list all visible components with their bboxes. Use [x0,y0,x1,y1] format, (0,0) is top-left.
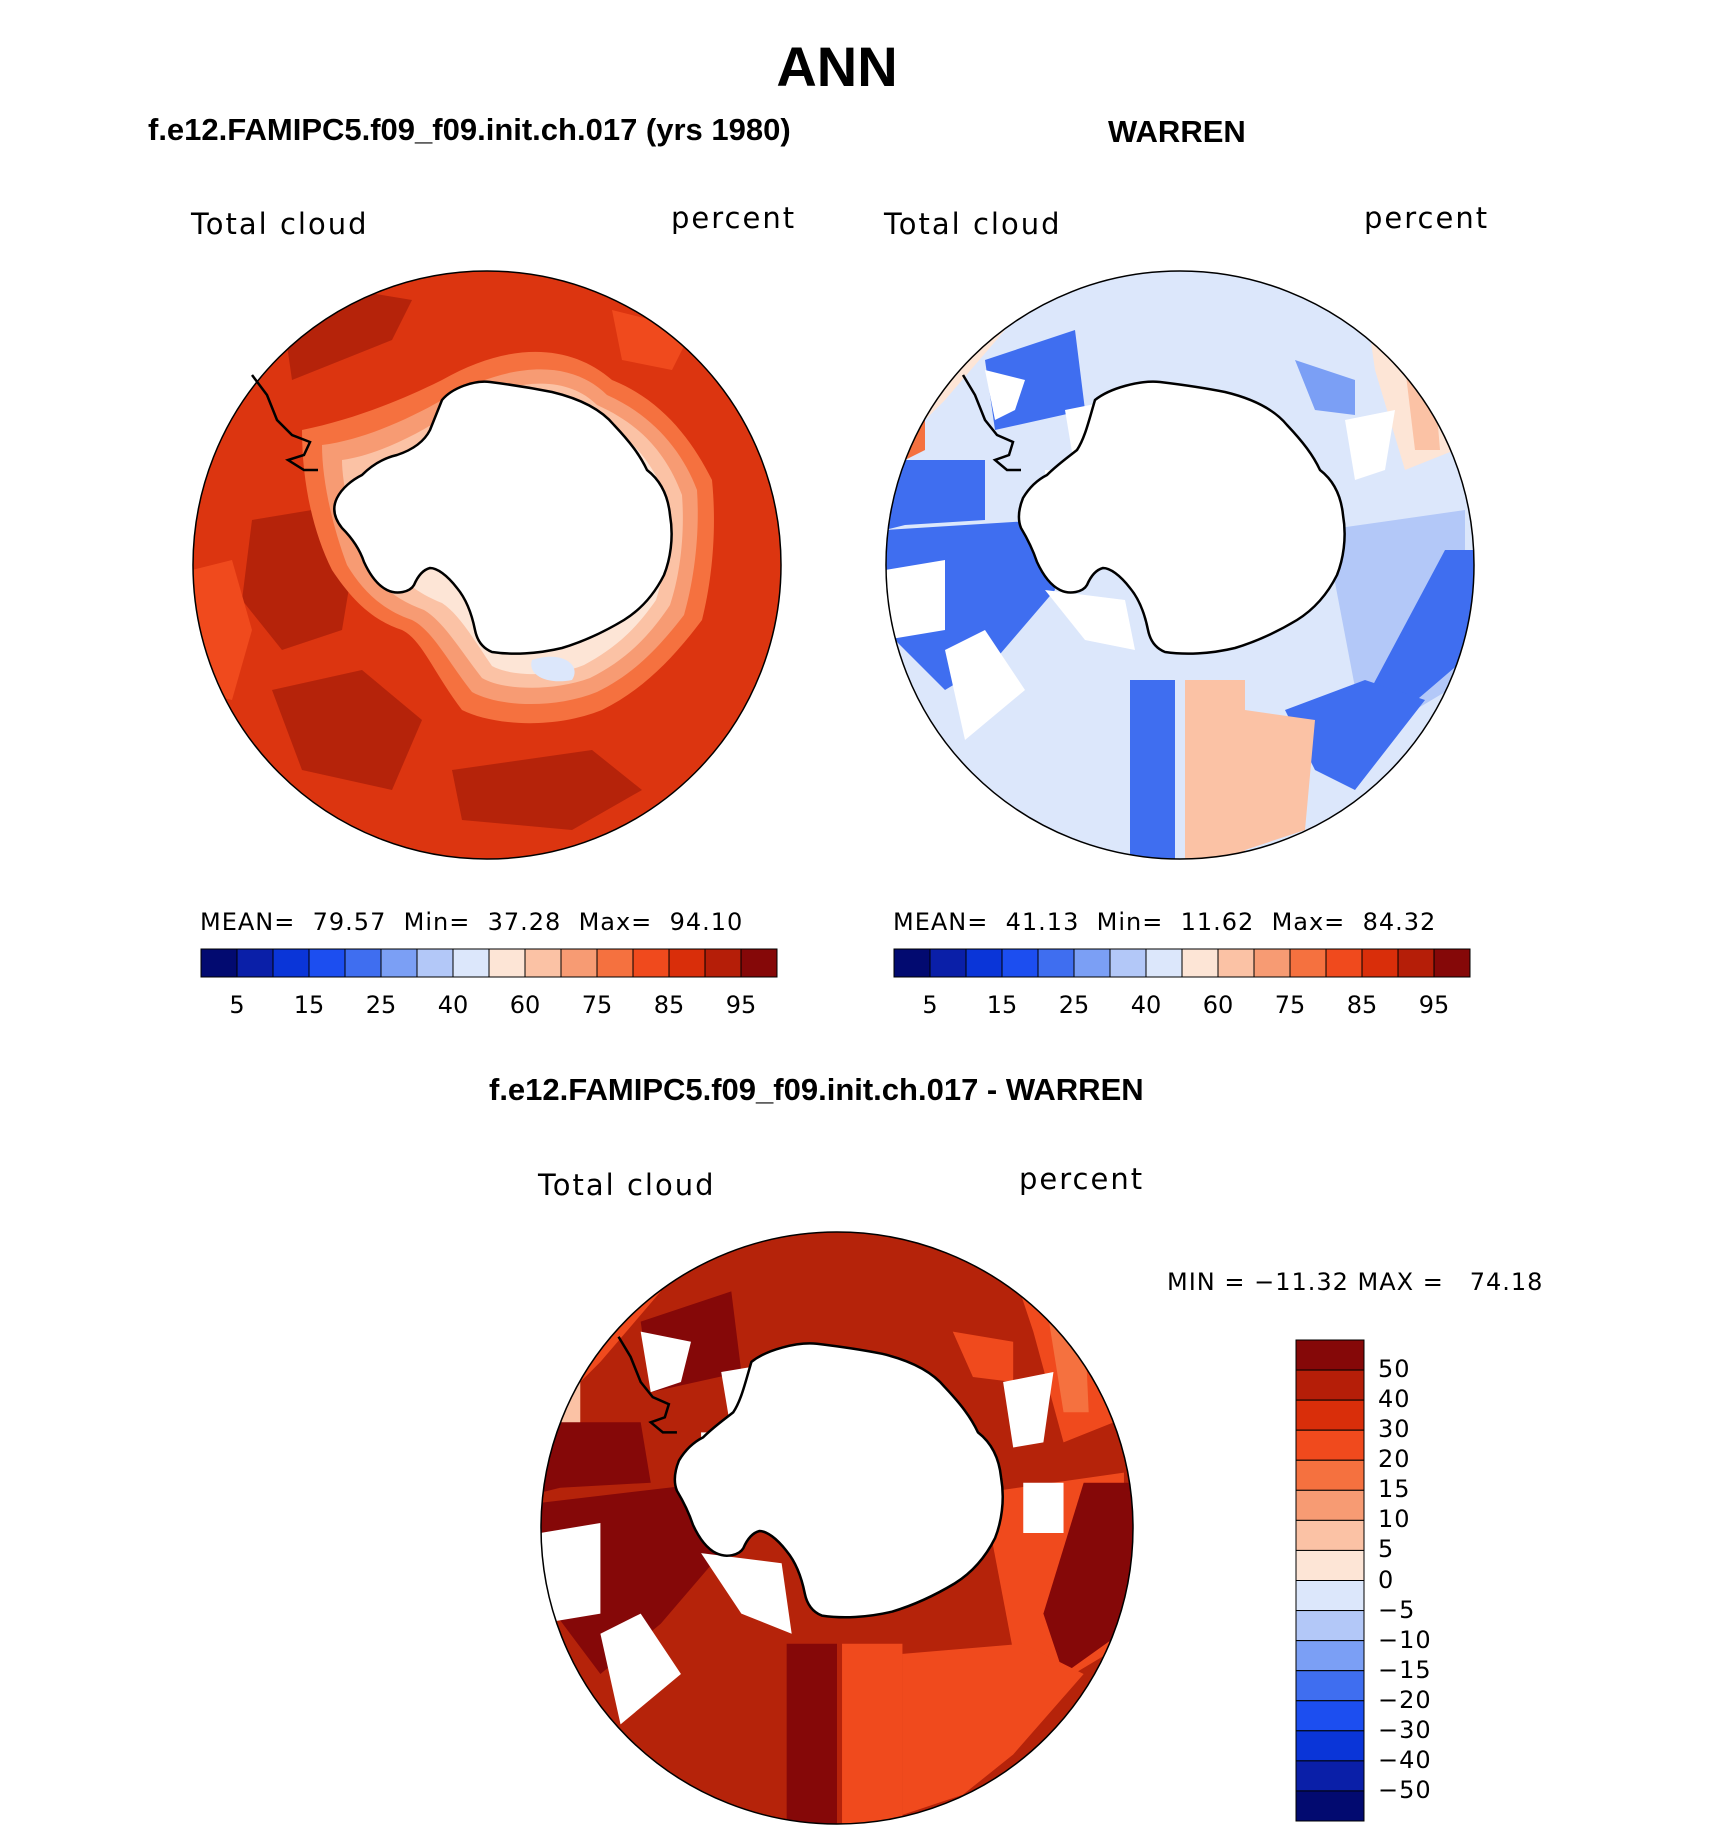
colorbar-obs-swatch [1361,948,1399,978]
colorbar-model-tick-label: 15 [293,991,325,1019]
polar-map-obs [885,270,1475,860]
colorbar-obs-tick-label: 85 [1346,991,1378,1019]
colorbar-diff-tick-label: −10 [1378,1625,1432,1654]
panel-title-obs: WARREN [1108,114,1246,149]
colorbar-model-tick-label: 75 [581,991,613,1019]
stats-model: MEAN= 79.57 Min= 37.28 Max= 94.10 [200,908,744,936]
page-title: ANN [776,35,898,98]
colorbar-model-tick-label: 60 [509,991,541,1019]
colorbar-diff-swatch [1295,1760,1365,1792]
colorbar-model-swatch [308,948,346,978]
panel-title-diff: f.e12.FAMIPC5.f09_f09.init.ch.017 - WARR… [489,1072,1144,1107]
polar-map-diff [540,1231,1134,1825]
stats-obs: MEAN= 41.13 Min= 11.62 Max= 84.32 [893,908,1437,936]
colorbar-obs-swatch [1001,948,1039,978]
colorbar-diff-swatch [1295,1549,1365,1581]
colorbar-diff-swatch [1295,1670,1365,1702]
colorbar-obs-swatch [1073,948,1111,978]
colorbar-obs-swatch [1217,948,1255,978]
units-label-diff: percent [1019,1162,1145,1196]
colorbar-obs-swatch [929,948,967,978]
colorbar-model-swatch [668,948,706,978]
colorbar-diff-tick-label: −5 [1378,1595,1416,1624]
colorbar-diff-swatch [1295,1580,1365,1612]
colorbar-model-swatch [416,948,454,978]
colorbar-model-swatch [488,948,526,978]
colorbar-diff-swatch [1295,1399,1365,1431]
field-label-model: Total cloud [191,207,369,241]
colorbar-diff-tick-label: 0 [1378,1565,1395,1594]
units-label-model: percent [671,201,797,235]
panel-title-model: f.e12.FAMIPC5.f09_f09.init.ch.017 (yrs 1… [148,112,791,147]
field-label-obs: Total cloud [884,207,1062,241]
colorbar-obs-tick-label: 75 [1274,991,1306,1019]
colorbar-model-swatch [596,948,634,978]
colorbar-diff-swatch [1295,1610,1365,1642]
colorbar-diff-tick-label: 40 [1378,1385,1411,1414]
colorbar-model-swatch [200,948,238,978]
colorbar-diff-swatch [1295,1730,1365,1762]
colorbar-obs-swatch [1253,948,1291,978]
colorbar-model-swatch [380,948,418,978]
colorbar-diff-tick-label: −50 [1378,1775,1432,1804]
colorbar-model-tick-label: 95 [725,991,757,1019]
colorbar-diff-swatch [1295,1790,1365,1822]
colorbar-model-swatch [452,948,490,978]
colorbar-obs-swatch [1181,948,1219,978]
colorbar-obs [893,948,1471,978]
colorbar-diff-tick-label: −15 [1378,1655,1432,1684]
colorbar-diff-swatch [1295,1459,1365,1491]
colorbar-obs-tick-label: 25 [1058,991,1090,1019]
colorbar-diff-tick-label: −30 [1378,1715,1432,1744]
colorbar-obs-tick-label: 60 [1202,991,1234,1019]
colorbar-obs-tick-label: 15 [986,991,1018,1019]
colorbar-model [200,948,778,978]
colorbar-model-swatch [236,948,274,978]
stats-diff: MIN = −11.32 MAX = 74.18 [1167,1268,1544,1296]
colorbar-model-swatch [740,948,778,978]
colorbar-obs-swatch [893,948,931,978]
colorbar-obs-swatch [1397,948,1435,978]
colorbar-diff-tick-label: −40 [1378,1745,1432,1774]
colorbar-model-tick-label: 25 [365,991,397,1019]
colorbar-model-swatch [344,948,382,978]
units-label-obs: percent [1364,201,1490,235]
polar-map-model [192,270,782,860]
colorbar-diff-swatch [1295,1429,1365,1461]
colorbar-obs-swatch [1109,948,1147,978]
colorbar-diff [1295,1339,1365,1822]
colorbar-model-tick-label: 40 [437,991,469,1019]
colorbar-model-swatch [272,948,310,978]
colorbar-obs-tick-label: 5 [922,991,938,1019]
colorbar-model-tick-label: 5 [229,991,245,1019]
colorbar-model-swatch [524,948,562,978]
colorbar-model-swatch [704,948,742,978]
colorbar-diff-tick-label: 50 [1378,1355,1411,1384]
colorbar-diff-swatch [1295,1519,1365,1551]
colorbar-obs-swatch [1145,948,1183,978]
colorbar-diff-swatch [1295,1369,1365,1401]
colorbar-model-swatch [632,948,670,978]
colorbar-obs-swatch [1325,948,1363,978]
colorbar-diff-tick-label: 10 [1378,1505,1411,1534]
colorbar-diff-tick-label: −20 [1378,1685,1432,1714]
colorbar-diff-swatch [1295,1640,1365,1672]
colorbar-obs-swatch [1433,948,1471,978]
colorbar-diff-swatch [1295,1700,1365,1732]
colorbar-obs-swatch [1289,948,1327,978]
colorbar-diff-swatch [1295,1339,1365,1371]
field-label-diff: Total cloud [538,1168,716,1202]
colorbar-obs-swatch [1037,948,1075,978]
colorbar-diff-tick-label: 30 [1378,1415,1411,1444]
colorbar-diff-tick-label: 20 [1378,1445,1411,1474]
colorbar-model-swatch [560,948,598,978]
colorbar-model-tick-label: 85 [653,991,685,1019]
colorbar-obs-swatch [965,948,1003,978]
colorbar-obs-tick-label: 95 [1418,991,1450,1019]
colorbar-obs-tick-label: 40 [1130,991,1162,1019]
colorbar-diff-tick-label: 5 [1378,1535,1395,1564]
colorbar-diff-tick-label: 15 [1378,1475,1411,1504]
colorbar-diff-swatch [1295,1489,1365,1521]
